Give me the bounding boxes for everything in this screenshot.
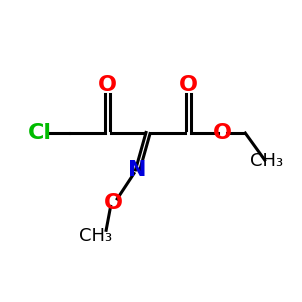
- Text: CH₃: CH₃: [79, 227, 112, 245]
- Text: O: O: [104, 193, 123, 214]
- Text: O: O: [213, 123, 232, 143]
- Text: O: O: [179, 75, 198, 95]
- Text: N: N: [128, 160, 147, 181]
- Text: Cl: Cl: [28, 123, 52, 143]
- Text: CH₃: CH₃: [250, 153, 283, 170]
- Text: O: O: [98, 75, 117, 95]
